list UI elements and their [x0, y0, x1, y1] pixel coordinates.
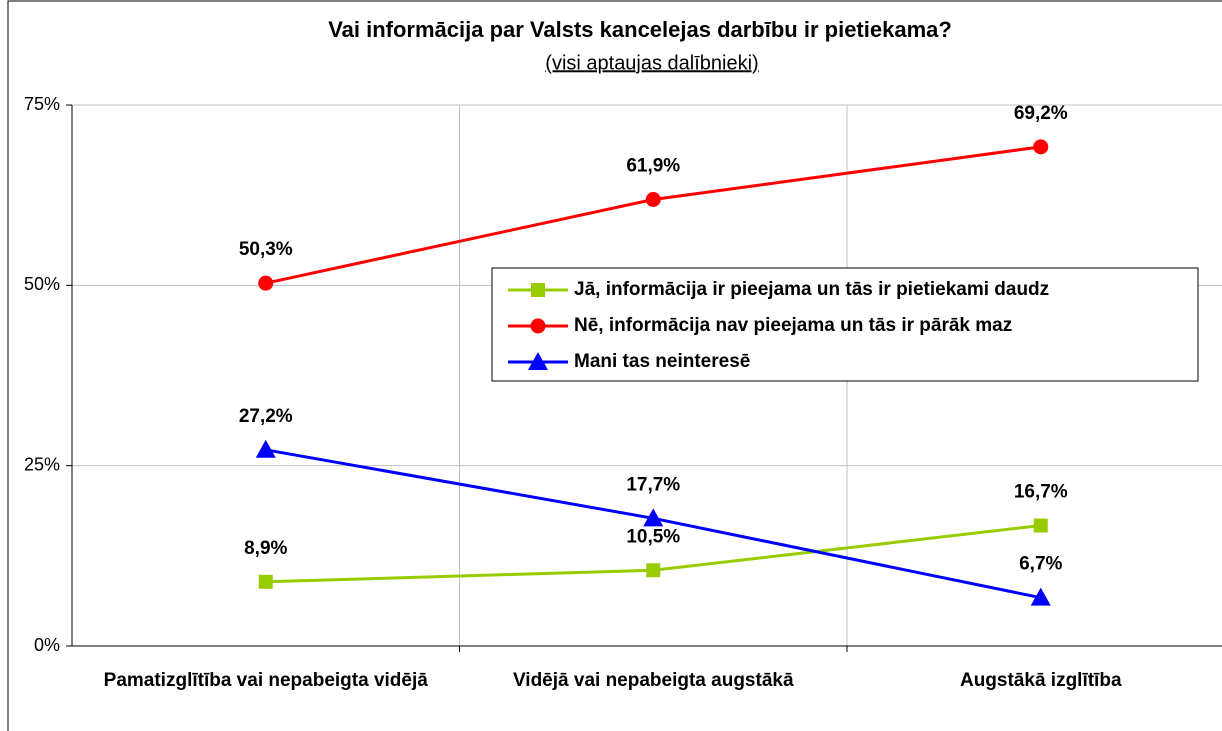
legend-marker: [528, 352, 548, 370]
legend-label: Mani tas neinteresē: [574, 351, 750, 372]
data-label: 69,2%: [1014, 103, 1068, 124]
data-point: [258, 574, 273, 589]
legend-marker: [531, 283, 545, 297]
chart-title: Vai informācija par Valsts kancelejas da…: [328, 17, 952, 42]
x-tick-label: Pamatizglītība vai nepabeigta vidējā: [103, 670, 428, 691]
y-tick-label: 25%: [24, 454, 60, 474]
data-point: [645, 191, 661, 207]
data-label: 17,7%: [626, 474, 680, 495]
data-label: 8,9%: [244, 538, 287, 559]
data-point: [255, 439, 276, 458]
y-tick-label: 50%: [24, 274, 60, 294]
chart-subtitle: (visi aptaujas dalībnieki): [545, 52, 758, 74]
data-point: [1033, 518, 1048, 533]
legend-label: Nē, informācija nav pieejama un tās ir p…: [574, 315, 1012, 336]
data-label: 50,3%: [239, 239, 293, 260]
data-point: [1030, 587, 1051, 606]
legend-box: [491, 267, 1199, 382]
legend-marker: [530, 318, 546, 334]
y-tick-label: 0%: [34, 635, 60, 655]
data-label: 61,9%: [626, 156, 680, 177]
y-tick-label: 75%: [24, 94, 60, 114]
x-tick-label: Vidējā vai nepabeigta augstākā: [512, 670, 794, 691]
data-label: 27,2%: [239, 406, 293, 427]
legend-label: Jā, informācija ir pieejama un tās ir pi…: [574, 279, 1049, 300]
data-point: [643, 508, 664, 527]
x-tick-label: Augstākā izglītība: [959, 670, 1122, 691]
data-point: [1033, 139, 1049, 155]
data-point: [258, 275, 274, 291]
data-label: 10,5%: [626, 526, 680, 547]
data-label: 6,7%: [1019, 554, 1062, 575]
data-point: [646, 563, 661, 578]
data-label: 16,7%: [1014, 482, 1068, 503]
